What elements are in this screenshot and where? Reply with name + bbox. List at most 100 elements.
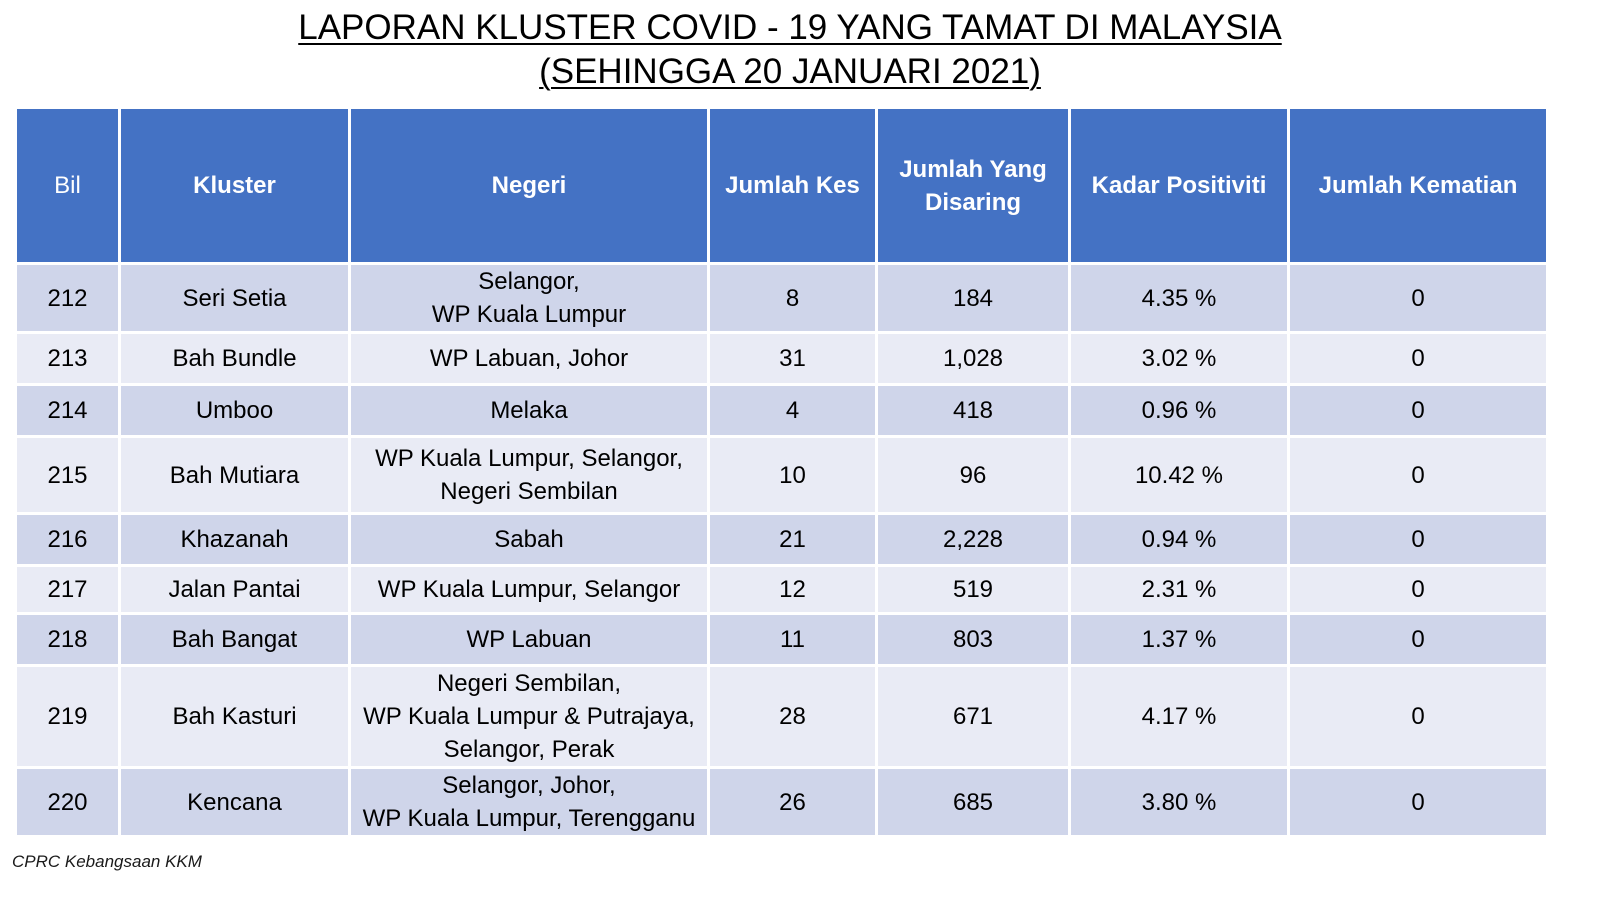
cell-negeri: Sabah [348, 512, 710, 567]
cell-jumlah-kematian: 0 [1287, 331, 1549, 386]
cell-jumlah-kes: 4 [707, 383, 878, 438]
cell-negeri: WP Labuan [348, 612, 710, 667]
negeri-line: Negeri Sembilan [440, 478, 618, 505]
cell-kluster: Bah Bangat [118, 612, 351, 667]
cell-negeri: WP Kuala Lumpur, Selangor, Negeri Sembila… [348, 435, 710, 515]
table-row: 213 Bah Bundle WP Labuan, Johor 31 1,028 3.02… [14, 331, 1549, 386]
table-row: 218 Bah Bangat WP Labuan 11 803 1.37 % 0 [14, 612, 1549, 667]
negeri-line: WP Kuala Lumpur & Putrajaya, [363, 703, 695, 730]
negeri-line: WP Kuala Lumpur [431, 301, 627, 328]
cell-jumlah-kes: 28 [707, 664, 878, 769]
cell-bil: 216 [14, 512, 121, 567]
cell-jumlah-kes: 11 [707, 612, 878, 667]
negeri-line: WP Labuan, Johor [429, 345, 629, 372]
negeri-line: Selangor, Johor, [442, 772, 616, 799]
cell-kadar-positiviti: 4.35 % [1068, 262, 1290, 334]
cell-jumlah-disaring: 2,228 [875, 512, 1071, 567]
cell-jumlah-kes: 26 [707, 766, 878, 838]
cell-negeri: Selangor, Johor, WP Kuala Lumpur, Terengg… [348, 766, 710, 838]
table-row: 217 Jalan Pantai WP Kuala Lumpur, Selangor… [14, 564, 1549, 615]
header-bil: Bil [14, 106, 121, 265]
cell-bil: 217 [14, 564, 121, 615]
cell-jumlah-disaring: 96 [875, 435, 1071, 515]
header-kluster: Kluster [118, 106, 351, 265]
cell-kluster: Umboo [118, 383, 351, 438]
header-jumlah-kematian: Jumlah Kematian [1287, 106, 1549, 265]
cell-bil: 220 [14, 766, 121, 838]
cell-jumlah-kematian: 0 [1287, 435, 1549, 515]
cell-jumlah-kes: 8 [707, 262, 878, 334]
cell-negeri: WP Labuan, Johor [348, 331, 710, 386]
negeri-line: WP Kuala Lumpur, Selangor [377, 576, 681, 603]
cell-jumlah-disaring: 685 [875, 766, 1071, 838]
title-line-1: LAPORAN KLUSTER COVID - 19 YANG TAMAT DI… [298, 8, 1282, 47]
source-footer: CPRC Kebangsaan KKM [12, 852, 202, 871]
cell-kluster: Bah Bundle [118, 331, 351, 386]
negeri-line: Negeri Sembilan, [436, 670, 622, 697]
negeri-line: Selangor, [478, 268, 580, 295]
cell-jumlah-disaring: 418 [875, 383, 1071, 438]
cell-kadar-positiviti: 10.42 % [1068, 435, 1290, 515]
header-jumlah-kes: Jumlah Kes [707, 106, 878, 265]
cell-bil: 218 [14, 612, 121, 667]
table-row: 215 Bah Mutiara WP Kuala Lumpur, Selangor,… [14, 435, 1549, 515]
table-row: 214 Umboo Melaka 4 418 0.96 % 0 [14, 383, 1549, 438]
cell-jumlah-disaring: 184 [875, 262, 1071, 334]
cell-jumlah-kes: 10 [707, 435, 878, 515]
table-row: 212 Seri Setia Selangor, WP Kuala Lumpur 8 18… [14, 262, 1549, 334]
table-body: 212 Seri Setia Selangor, WP Kuala Lumpur 8 18… [14, 262, 1549, 838]
table-header-row: Bil Kluster Negeri Jumlah Kes Jumlah Yan… [14, 106, 1549, 265]
negeri-line: WP Labuan [466, 626, 592, 653]
cell-kluster: Khazanah [118, 512, 351, 567]
negeri-line: WP Kuala Lumpur, Terengganu [362, 805, 696, 832]
cell-negeri: Selangor, WP Kuala Lumpur [348, 262, 710, 334]
cell-jumlah-kematian: 0 [1287, 512, 1549, 567]
header-kadar-positiviti: Kadar Positiviti [1068, 106, 1290, 265]
cell-bil: 212 [14, 262, 121, 334]
cell-negeri: Negeri Sembilan, WP Kuala Lumpur & Putraj… [348, 664, 710, 769]
cell-negeri: Melaka [348, 383, 710, 438]
cell-jumlah-kematian: 0 [1287, 766, 1549, 838]
negeri-line: WP Kuala Lumpur, Selangor, [375, 445, 683, 472]
cell-jumlah-disaring: 671 [875, 664, 1071, 769]
cell-kadar-positiviti: 1.37 % [1068, 612, 1290, 667]
cell-jumlah-disaring: 519 [875, 564, 1071, 615]
negeri-line: Melaka [490, 397, 568, 424]
table-row: 216 Khazanah Sabah 21 2,228 0.94 % 0 [14, 512, 1549, 567]
cell-kluster: Bah Mutiara [118, 435, 351, 515]
cell-jumlah-kes: 21 [707, 512, 878, 567]
header-negeri: Negeri [348, 106, 710, 265]
title-line-2: (SEHINGGA 20 JANUARI 2021) [539, 52, 1041, 91]
cluster-table: Bil Kluster Negeri Jumlah Kes Jumlah Yan… [14, 106, 1549, 838]
cell-bil: 213 [14, 331, 121, 386]
cell-jumlah-kes: 31 [707, 331, 878, 386]
cell-jumlah-kematian: 0 [1287, 612, 1549, 667]
header-jumlah-disaring: Jumlah Yang Disaring [875, 106, 1071, 265]
cell-kluster: Seri Setia [118, 262, 351, 334]
cell-jumlah-kematian: 0 [1287, 664, 1549, 769]
header-jumlah-disaring-line-1: Jumlah Yang [899, 155, 1047, 183]
negeri-line: Selangor, Perak [443, 736, 615, 763]
cell-negeri: WP Kuala Lumpur, Selangor [348, 564, 710, 615]
cell-jumlah-kematian: 0 [1287, 564, 1549, 615]
cell-kadar-positiviti: 4.17 % [1068, 664, 1290, 769]
table-row: 219 Bah Kasturi Negeri Sembilan, WP Kuala L… [14, 664, 1549, 769]
cell-kadar-positiviti: 0.96 % [1068, 383, 1290, 438]
cell-kadar-positiviti: 0.94 % [1068, 512, 1290, 567]
cell-jumlah-kematian: 0 [1287, 262, 1549, 334]
header-jumlah-disaring-line-2: Disaring [924, 188, 1022, 216]
cell-kluster: Kencana [118, 766, 351, 838]
table-row: 220 Kencana Selangor, Johor, WP Kuala Lumpu… [14, 766, 1549, 838]
cell-jumlah-kes: 12 [707, 564, 878, 615]
cell-kluster: Bah Kasturi [118, 664, 351, 769]
cell-bil: 219 [14, 664, 121, 769]
negeri-line: Sabah [494, 526, 564, 553]
cell-bil: 214 [14, 383, 121, 438]
cell-jumlah-kematian: 0 [1287, 383, 1549, 438]
cell-kluster: Jalan Pantai [118, 564, 351, 615]
cell-kadar-positiviti: 2.31 % [1068, 564, 1290, 615]
cell-kadar-positiviti: 3.02 % [1068, 331, 1290, 386]
cell-bil: 215 [14, 435, 121, 515]
cell-jumlah-disaring: 1,028 [875, 331, 1071, 386]
